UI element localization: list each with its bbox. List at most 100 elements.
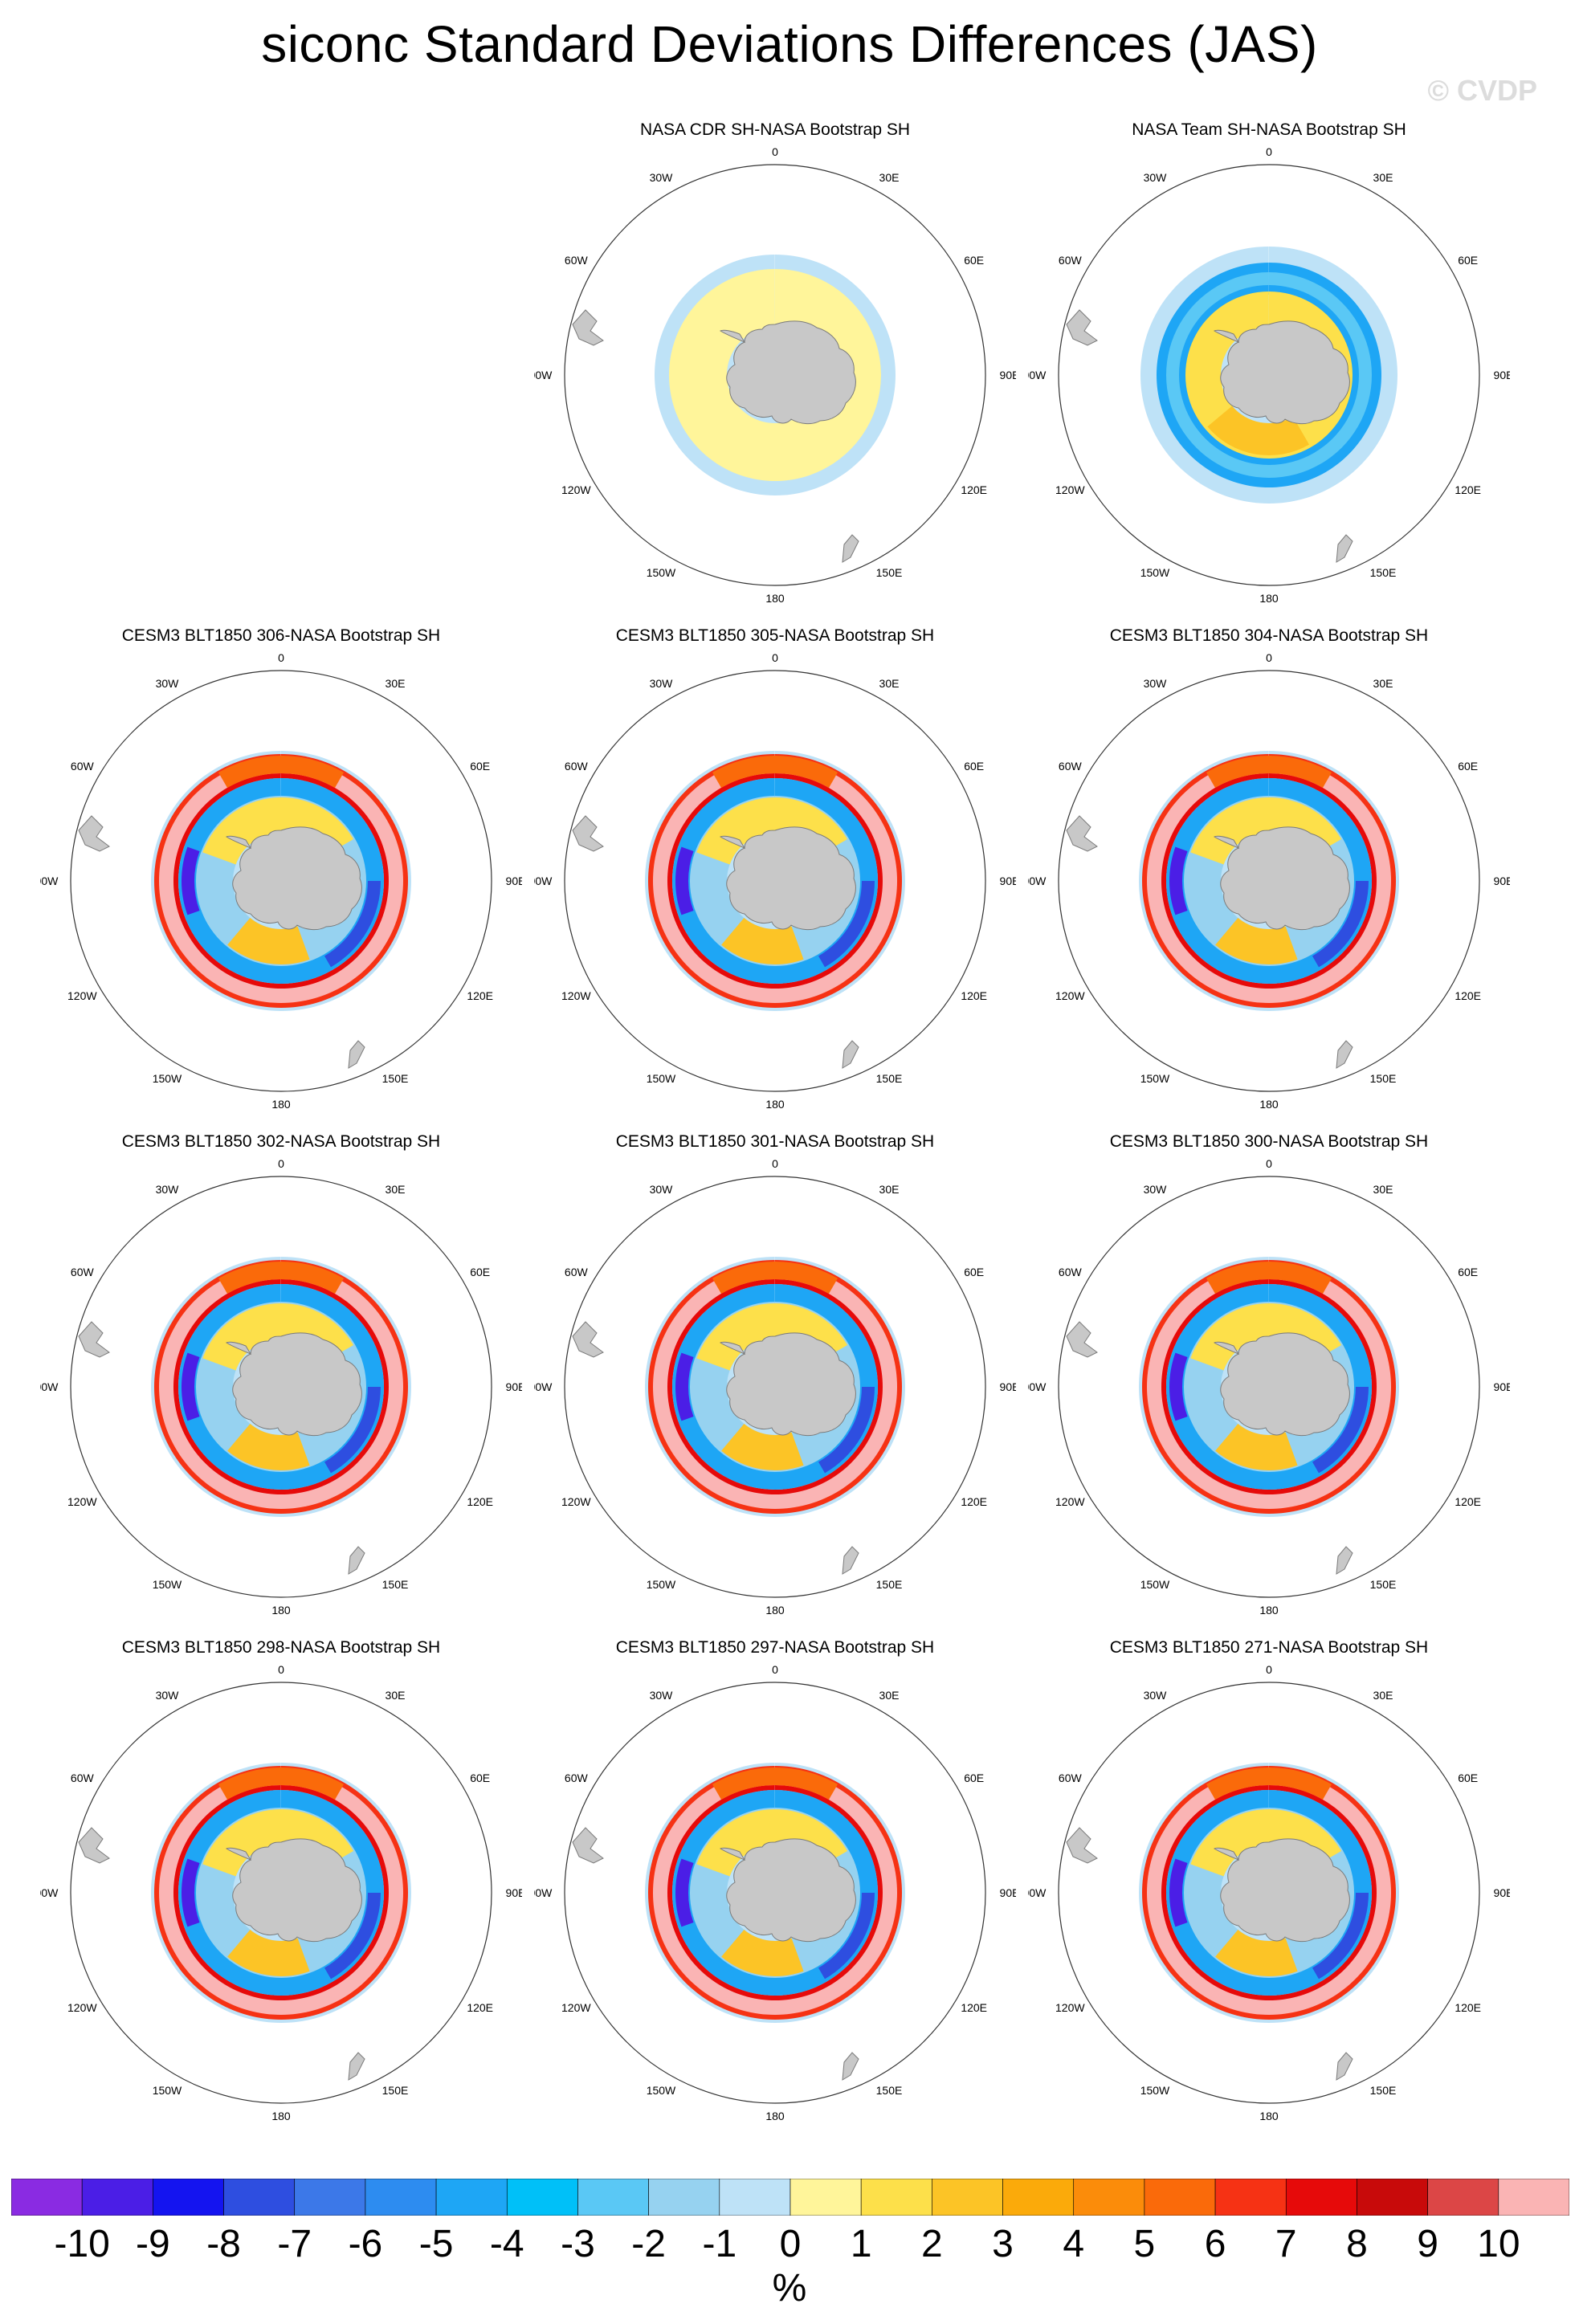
- longitude-label: 120W: [67, 1495, 97, 1508]
- longitude-label: 30W: [1144, 171, 1168, 184]
- antarctica-landmass: [720, 1332, 856, 1437]
- polar-map: 0 30E 60E 90E 120E 150E 180 150W 120W 90W 60W 30W: [1028, 1157, 1510, 1617]
- longitude-label: 90E: [506, 875, 522, 887]
- longitude-label: 30W: [156, 1183, 180, 1196]
- longitude-label: 150W: [647, 1072, 676, 1085]
- colorbar-tick-label: 9: [1417, 2223, 1438, 2265]
- longitude-label: 150W: [153, 1072, 182, 1085]
- new-zealand-landmass: [348, 2052, 365, 2081]
- longitude-label: 60W: [1059, 1772, 1083, 1784]
- map-panel: NASA CDR SH-NASA Bootstrap SH 0 30E 60E 90E 1…: [534, 120, 1016, 626]
- ice-field: [218, 756, 344, 788]
- longitude-label: 150E: [876, 1578, 903, 1591]
- longitude-label: 30E: [1373, 677, 1393, 690]
- ice-field: [1312, 1893, 1369, 1979]
- longitude-label: 120W: [1055, 989, 1085, 1002]
- longitude-label: 30W: [650, 677, 674, 690]
- longitude-label: 120E: [467, 989, 493, 1002]
- ice-field: [1169, 1352, 1188, 1421]
- polar-map: 0 30E 60E 90E 120E 150E 180 150W 120W 90W 60W 30W: [1028, 1663, 1510, 2122]
- ice-field: [818, 1387, 875, 1474]
- colorbar-tick-label: -10: [54, 2223, 110, 2265]
- map-panel: CESM3 BLT1850 300-NASA Bootstrap SH 0 30E 6…: [1028, 1132, 1510, 1638]
- longitude-label: 180: [1259, 1098, 1279, 1111]
- longitude-label: 150W: [1140, 1072, 1170, 1085]
- polar-map: 0 30E 60E 90E 120E 150E 180 150W 120W 90W 60W 30W: [534, 651, 1016, 1111]
- south-america-landmass: [1066, 815, 1098, 852]
- colorbar-swatch: [1285, 2179, 1357, 2216]
- longitude-label: 90E: [1000, 369, 1016, 381]
- longitude-label: 150W: [1140, 1578, 1170, 1591]
- longitude-label: 120W: [67, 989, 97, 1002]
- longitude-label: 30E: [1373, 1689, 1393, 1702]
- map-panel: CESM3 BLT1850 305-NASA Bootstrap SH 0 30E 6…: [534, 626, 1016, 1132]
- map-panel: CESM3 BLT1850 298-NASA Bootstrap SH 0 30E 6…: [40, 1638, 522, 2144]
- polar-map: 0 30E 60E 90E 120E 150E 180 150W 120W 90W 60W 30W: [1028, 145, 1510, 605]
- panel-title: CESM3 BLT1850 271-NASA Bootstrap SH: [1109, 1638, 1429, 1657]
- longitude-label: 30W: [1144, 677, 1168, 690]
- longitude-label: 30W: [650, 171, 674, 184]
- longitude-label: 60E: [964, 254, 984, 267]
- colorbar-tick-label: 1: [850, 2223, 872, 2265]
- longitude-label: 60W: [71, 760, 95, 773]
- longitude-label: 60W: [565, 1772, 589, 1784]
- longitude-label: 30W: [156, 677, 180, 690]
- colorbar-tick-label: -2: [631, 2223, 666, 2265]
- longitude-label: 90W: [534, 1886, 553, 1899]
- longitude-label: 180: [765, 592, 785, 605]
- longitude-label: 90W: [40, 1380, 59, 1393]
- colorbar-tick-label: -6: [348, 2223, 383, 2265]
- ice-field: [1312, 1387, 1369, 1474]
- new-zealand-landmass: [842, 1040, 859, 1069]
- colorbar-tick-label: 7: [1275, 2223, 1297, 2265]
- colorbar-swatch: [1073, 2179, 1145, 2216]
- new-zealand-landmass: [842, 534, 859, 563]
- antarctica-landmass: [226, 1838, 362, 1943]
- longitude-label: 90W: [534, 369, 553, 381]
- longitude-label: 0: [1266, 145, 1272, 158]
- longitude-label: 120E: [1455, 2001, 1481, 2014]
- south-america-landmass: [78, 1321, 110, 1358]
- watermark: © CVDP: [1427, 74, 1537, 107]
- longitude-label: 150W: [647, 1578, 676, 1591]
- ice-field: [1206, 1262, 1332, 1294]
- longitude-label: 120E: [1455, 989, 1481, 1002]
- longitude-label: 180: [271, 1604, 291, 1617]
- polar-map: 0 30E 60E 90E 120E 150E 180 150W 120W 90W 60W 30W: [1028, 651, 1510, 1111]
- longitude-label: 150E: [382, 2084, 409, 2097]
- longitude-label: 150E: [1370, 1072, 1397, 1085]
- antarctica-landmass: [1214, 826, 1350, 931]
- longitude-label: 150E: [1370, 566, 1397, 579]
- ice-field: [811, 263, 894, 487]
- colorbar-swatch: [577, 2179, 649, 2216]
- map-boundary: [1058, 1682, 1480, 2104]
- longitude-label: 150W: [1140, 2084, 1170, 2097]
- antarctica-landmass: [1214, 320, 1350, 425]
- ice-field: [712, 1262, 838, 1294]
- longitude-label: 120W: [561, 989, 591, 1002]
- ice-field: [675, 846, 694, 915]
- longitude-label: 30W: [156, 1689, 180, 1702]
- map-boundary: [70, 1176, 492, 1598]
- panel-title: CESM3 BLT1850 300-NASA Bootstrap SH: [1109, 1132, 1429, 1151]
- ice-field: [1169, 846, 1188, 915]
- colorbar-swatch: [294, 2179, 366, 2216]
- longitude-label: 0: [1266, 1663, 1272, 1676]
- longitude-label: 90W: [40, 1886, 59, 1899]
- polar-map: 0 30E 60E 90E 120E 150E 180 150W 120W 90W 60W 30W: [40, 651, 522, 1111]
- panel-title: CESM3 BLT1850 306-NASA Bootstrap SH: [121, 626, 441, 645]
- longitude-label: 90E: [1494, 369, 1510, 381]
- panel-title: CESM3 BLT1850 304-NASA Bootstrap SH: [1109, 626, 1429, 645]
- longitude-label: 120W: [67, 2001, 97, 2014]
- longitude-label: 60W: [565, 1266, 589, 1278]
- map-panel: CESM3 BLT1850 306-NASA Bootstrap SH 0 30E 6…: [40, 626, 522, 1132]
- longitude-label: 60E: [964, 760, 984, 773]
- longitude-label: 90E: [506, 1886, 522, 1899]
- colorbar-tick-label: 6: [1204, 2223, 1226, 2265]
- ice-field: [218, 1262, 344, 1294]
- colorbar-swatch: [1427, 2179, 1499, 2216]
- map-boundary: [70, 670, 492, 1092]
- antarctica-landmass: [226, 1332, 362, 1437]
- longitude-label: 150W: [153, 2084, 182, 2097]
- colorbar-swatch: [719, 2179, 791, 2216]
